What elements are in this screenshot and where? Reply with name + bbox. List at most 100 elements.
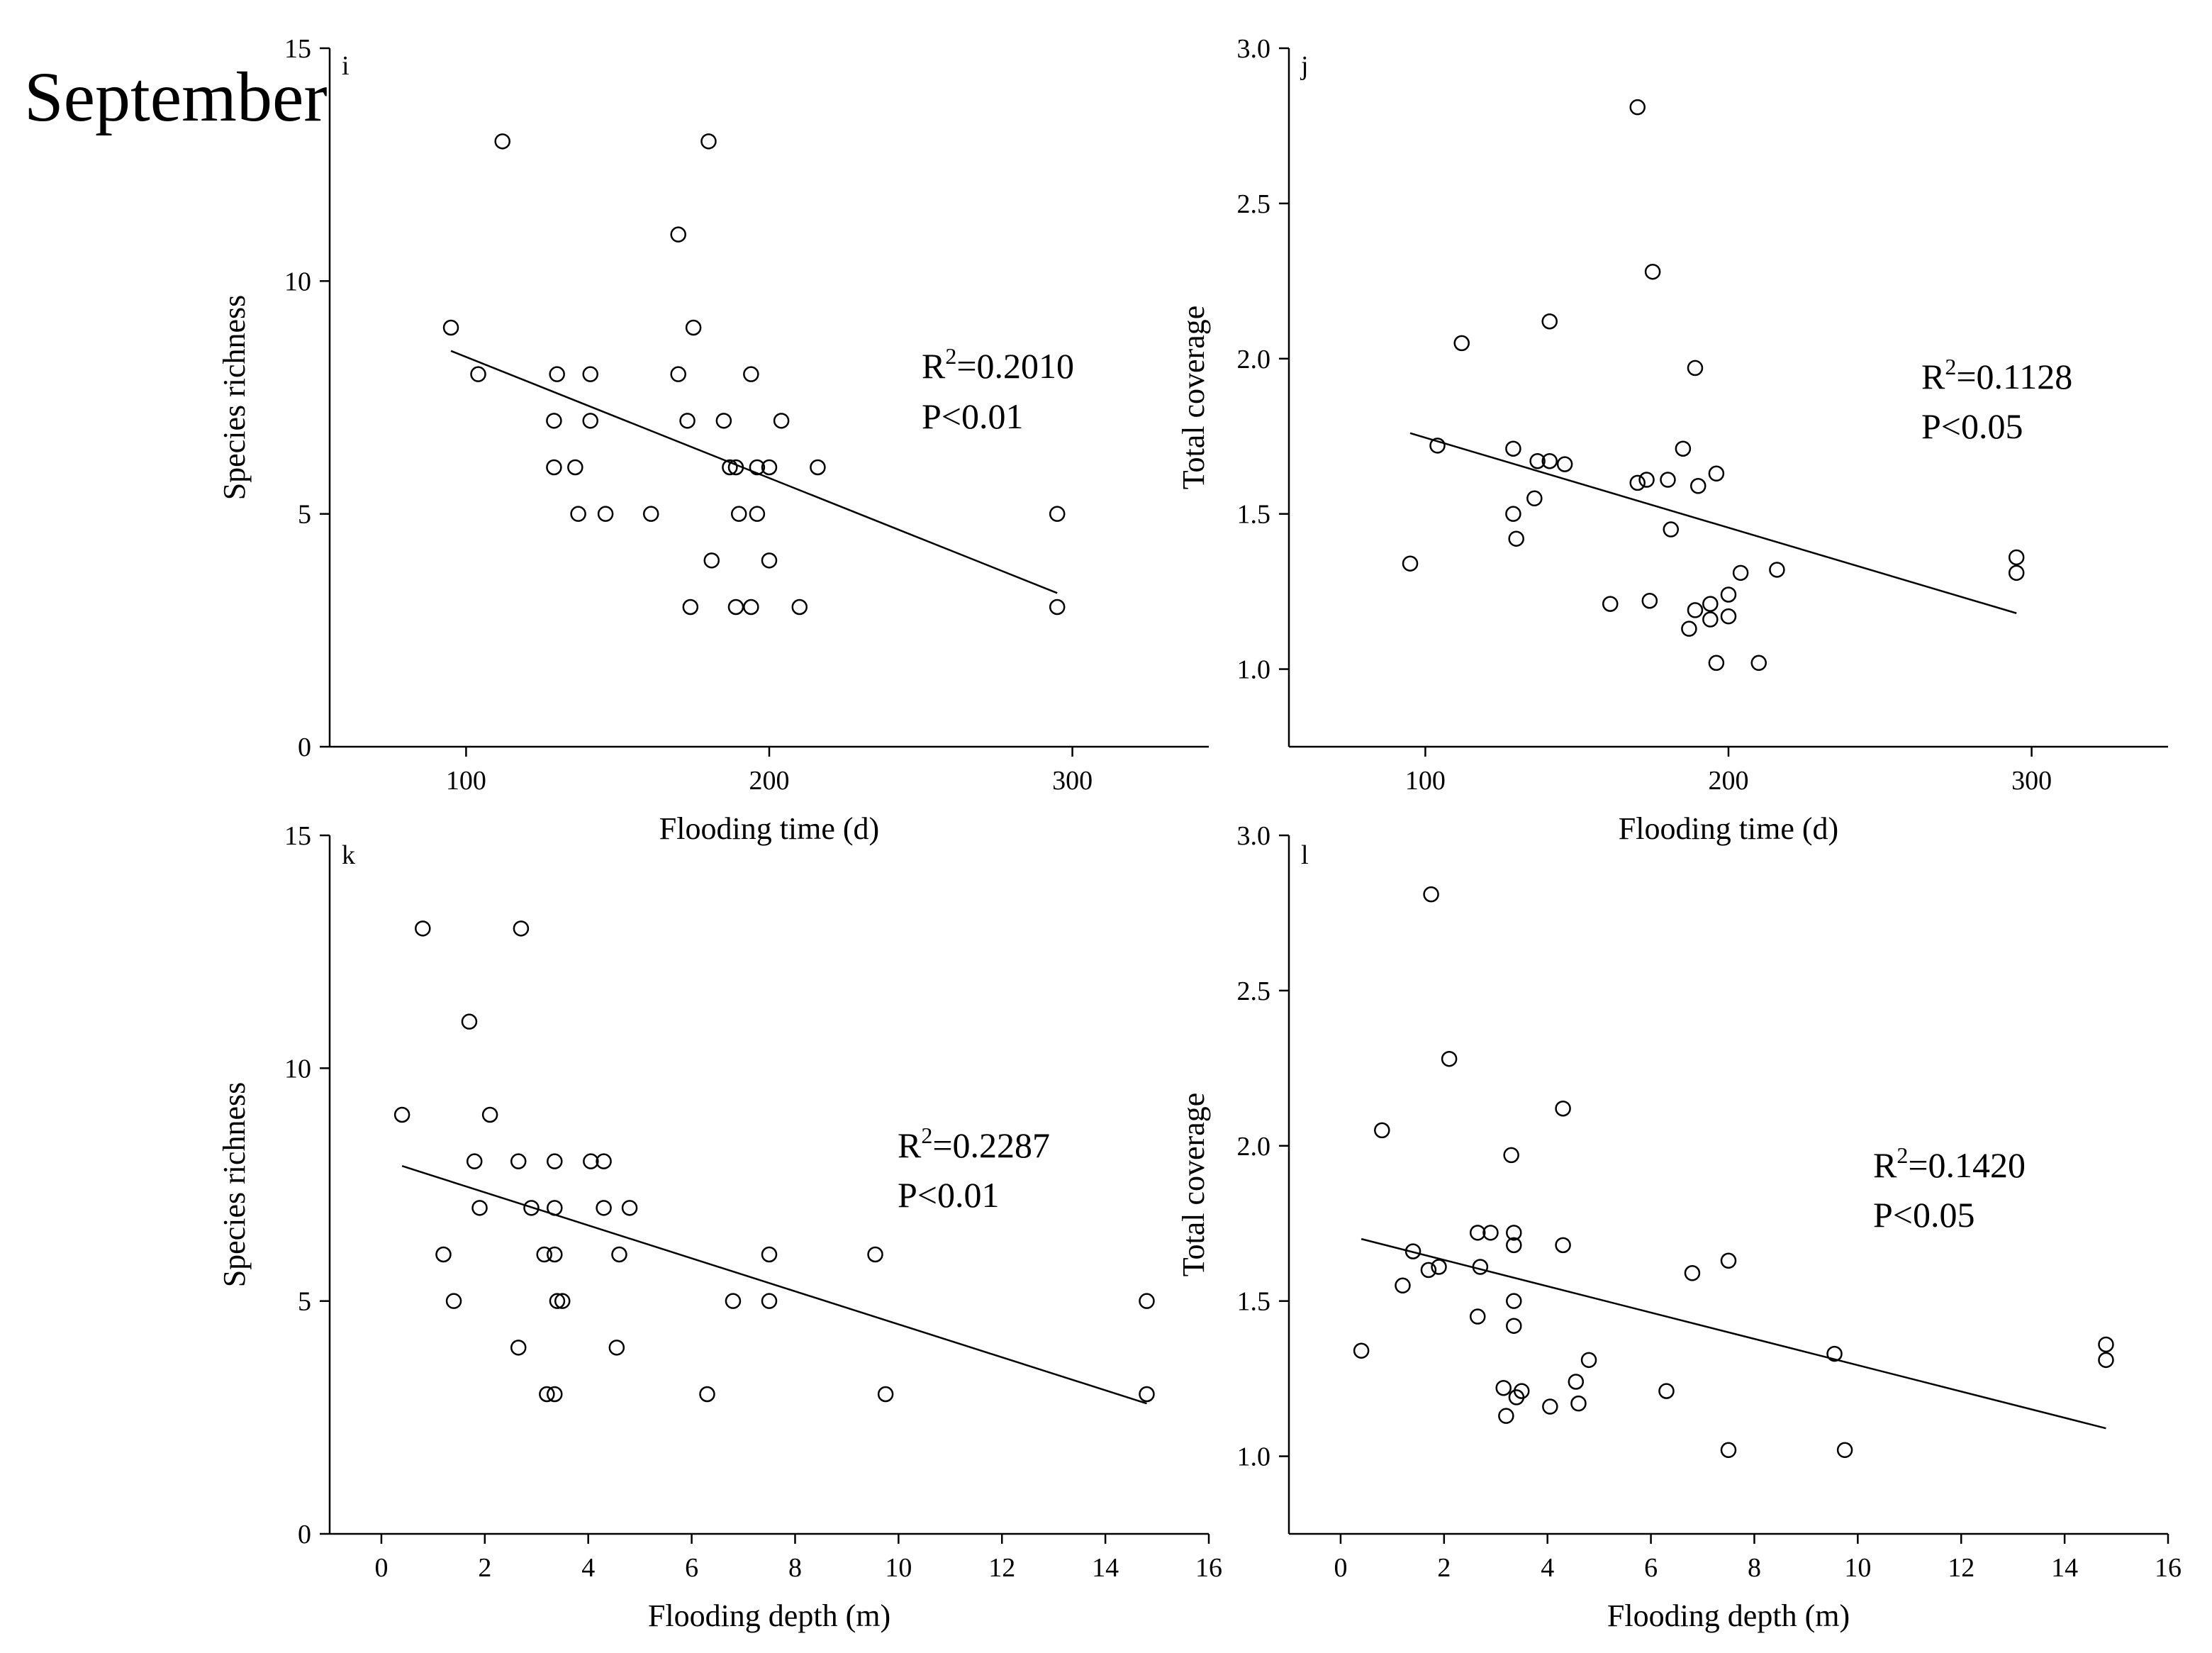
data-point xyxy=(1139,1386,1155,1403)
data-point xyxy=(621,1200,638,1216)
data-point xyxy=(393,1106,410,1123)
data-point xyxy=(2008,549,2025,566)
data-point xyxy=(1644,263,1661,280)
data-point xyxy=(1720,608,1737,625)
y-tick-label: 15 xyxy=(284,821,311,851)
data-point xyxy=(1482,1225,1499,1241)
x-tick-label: 16 xyxy=(2155,1553,2182,1583)
x-tick-label: 8 xyxy=(1748,1553,1761,1583)
panel-letter: k xyxy=(342,840,355,870)
data-point xyxy=(730,506,747,522)
data-point xyxy=(1508,530,1524,547)
data-point xyxy=(466,1153,483,1169)
y-tick-label: 3.0 xyxy=(1237,34,1271,64)
data-point xyxy=(546,459,562,476)
x-tick-label: 0 xyxy=(1334,1553,1347,1583)
data-point xyxy=(539,1386,555,1403)
data-point xyxy=(1506,1225,1522,1241)
x-tick-label: 8 xyxy=(788,1553,802,1583)
data-point xyxy=(1505,506,1521,522)
data-point xyxy=(1374,1122,1390,1139)
data-point xyxy=(481,1106,498,1123)
data-point xyxy=(642,506,659,522)
data-point xyxy=(791,599,808,616)
data-point xyxy=(513,920,530,937)
data-point xyxy=(1675,440,1692,457)
y-tick-label: 1.5 xyxy=(1237,1287,1271,1317)
data-point xyxy=(1602,596,1619,612)
data-point xyxy=(523,1200,540,1216)
y-tick-label: 5 xyxy=(298,1287,311,1317)
y-tick-label: 1.0 xyxy=(1237,1442,1271,1472)
data-point xyxy=(1769,562,1785,578)
data-point xyxy=(1429,438,1446,454)
data-point xyxy=(1663,521,1680,538)
data-point xyxy=(1720,1252,1737,1269)
data-point xyxy=(596,1200,612,1216)
x-tick-label: 12 xyxy=(988,1553,1015,1583)
data-point xyxy=(1720,1442,1737,1459)
data-point xyxy=(1836,1442,1853,1459)
data-point xyxy=(1139,1293,1155,1309)
data-point xyxy=(1049,599,1066,616)
data-point xyxy=(2098,1352,2114,1369)
data-point xyxy=(549,366,565,382)
y-tick-label: 2.0 xyxy=(1237,1132,1271,1162)
data-point xyxy=(761,459,778,476)
data-point xyxy=(1750,655,1767,672)
x-tick-label: 200 xyxy=(1709,766,1749,796)
r-squared-label: R2=0.1420 xyxy=(1873,1142,2026,1185)
data-point xyxy=(494,133,510,150)
data-point xyxy=(1826,1345,1843,1362)
data-point xyxy=(597,506,614,522)
data-point xyxy=(1687,360,1704,377)
r-squared-label: R2=0.2010 xyxy=(922,343,1074,386)
data-point xyxy=(1708,465,1725,482)
data-point xyxy=(1542,1398,1558,1415)
data-point xyxy=(2098,1336,2114,1353)
data-point xyxy=(1498,1408,1514,1424)
data-point xyxy=(725,1293,742,1309)
data-point xyxy=(1568,1374,1585,1390)
data-point xyxy=(1402,555,1419,572)
data-point xyxy=(1702,611,1719,628)
data-point xyxy=(1469,1308,1486,1325)
data-point xyxy=(1526,490,1543,507)
data-point xyxy=(1638,472,1655,488)
data-point xyxy=(442,319,459,336)
data-point xyxy=(682,599,699,616)
data-point xyxy=(715,413,732,429)
data-point xyxy=(547,1246,563,1263)
y-axis-label: Species richness xyxy=(217,295,252,501)
data-point xyxy=(1423,886,1439,903)
y-tick-label: 0 xyxy=(298,1520,311,1549)
y-tick-label: 10 xyxy=(284,1054,311,1084)
y-tick-label: 1.5 xyxy=(1237,500,1271,530)
panel-letter: l xyxy=(1301,840,1309,870)
data-point xyxy=(761,1293,778,1309)
p-value-label: P<0.01 xyxy=(898,1175,1000,1215)
data-point xyxy=(470,366,486,382)
x-axis-label: Flooding time (d) xyxy=(659,811,879,846)
data-point xyxy=(536,1246,552,1263)
data-point xyxy=(582,366,598,382)
data-point xyxy=(1506,1237,1522,1254)
data-point xyxy=(471,1200,488,1216)
data-point xyxy=(1629,474,1646,491)
x-tick-label: 4 xyxy=(581,1553,595,1583)
data-point xyxy=(1541,313,1558,330)
panel-k: 0 2 4 6 8 10 12 14 16 0 5 10 15 Flooding depth (m) Spe… xyxy=(217,821,1222,1633)
data-point xyxy=(1441,1050,1458,1067)
r-squared-label: R2=0.1128 xyxy=(1921,354,2072,396)
data-point xyxy=(1420,1262,1437,1279)
data-point xyxy=(727,459,744,476)
data-point xyxy=(749,459,766,476)
data-point xyxy=(1570,1395,1587,1412)
x-axis-label: Flooding depth (m) xyxy=(648,1598,890,1633)
y-tick-label: 2.5 xyxy=(1237,976,1271,1006)
data-point xyxy=(670,366,686,382)
data-point xyxy=(1689,478,1707,494)
data-point xyxy=(1658,1383,1675,1399)
x-tick-label: 14 xyxy=(2051,1553,2078,1583)
data-point xyxy=(435,1246,452,1263)
